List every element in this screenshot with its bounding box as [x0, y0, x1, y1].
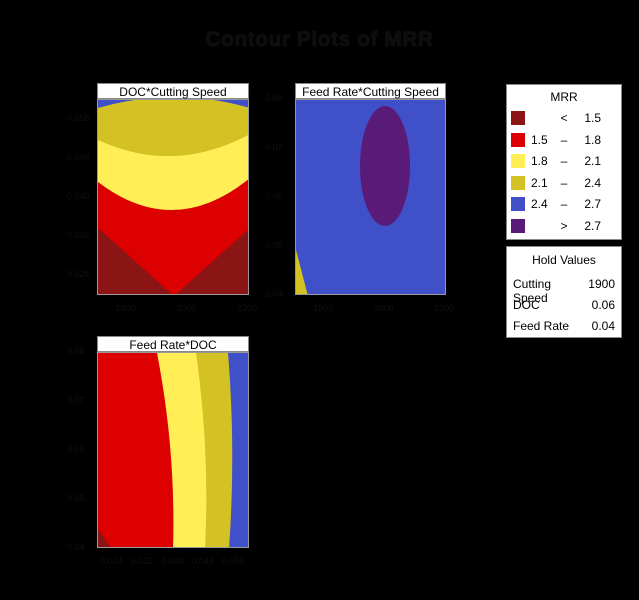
x-tick-label: 1800: [313, 303, 334, 313]
legend-entry: 2.4– 2.7: [511, 195, 601, 213]
x-tick-label: 0.056: [221, 556, 245, 566]
hold-value-row: DOC 0.06: [513, 298, 615, 312]
x-tick-label: 1800: [115, 303, 136, 313]
region-above-2.7: [360, 106, 410, 226]
legend-sign: –: [560, 132, 568, 147]
panel-title-feed-doc: Feed Rate*DOC: [97, 336, 249, 352]
contour-plot-feed-doc: [97, 352, 249, 548]
legend-high: 2.4: [584, 175, 601, 190]
legend-sign: <: [560, 111, 568, 125]
legend-swatch: [511, 132, 525, 147]
y-tick-label: 0.024: [67, 269, 90, 280]
y-tick-label: 0.08: [67, 346, 85, 356]
legend-low: 2.1: [531, 175, 548, 190]
legend-swatch: [511, 111, 525, 125]
legend-high: 1.5: [584, 111, 601, 125]
y-tick-label: 0.056: [67, 112, 90, 123]
x-tick-label: 2200: [237, 303, 258, 313]
y-tick-label: 0.032: [67, 230, 90, 241]
legend-high: 2.7: [584, 218, 601, 233]
hold-value-name: Feed Rate: [513, 319, 570, 333]
legend-entry: 1.5– 1.8: [511, 131, 601, 149]
legend-sign: –: [560, 197, 568, 211]
hold-value-row: Cutting Speed 1900: [513, 277, 615, 305]
x-tick-label: 2200: [434, 303, 455, 313]
legend-swatch: [511, 218, 525, 233]
region-below-1.5: [98, 228, 248, 294]
y-tick-label: 0.05: [67, 493, 85, 503]
y-tick-label: 0.07: [265, 142, 283, 152]
legend-entry: >2.7: [511, 217, 601, 235]
hold-value-number: 0.04: [591, 319, 615, 333]
x-tick-label: 0.040: [161, 556, 184, 566]
panel-title-feed-cutting-speed: Feed Rate*Cutting Speed: [295, 83, 446, 99]
hold-value-row: Feed Rate 0.04: [513, 319, 615, 333]
panel-title-doc-cutting-speed: DOC*Cutting Speed: [97, 83, 249, 99]
hold-value-number: 1900: [588, 277, 615, 291]
legend-low: 2.4: [531, 197, 548, 211]
y-tick-label: 0.040: [67, 191, 90, 201]
y-tick-label: 0.07: [67, 395, 85, 405]
y-tick-label: 0.05: [265, 240, 283, 250]
x-tick-label: 2000: [373, 303, 394, 313]
x-tick-label: 2000: [176, 303, 197, 313]
hold-value-number: 0.06: [591, 298, 615, 312]
legend-swatch: [511, 197, 525, 211]
chart-title: Contour Plots of MRR: [205, 28, 434, 51]
legend-entry: <1.5: [511, 109, 601, 127]
legend-low: 1.8: [531, 154, 548, 168]
legend-swatch: [511, 175, 525, 190]
contour-plot-doc-cutting-speed: [97, 99, 249, 295]
legend-high: 2.7: [584, 197, 601, 211]
region-1.5-1.8: [98, 353, 174, 547]
x-tick-label: 0.048: [191, 556, 214, 566]
hold-values-title: Hold Values: [532, 253, 596, 267]
legend: MRR <1.5 1.5–1.8 1.8–2.1 2.1–2.4 2.4–2.7 >2.7: [506, 84, 622, 240]
legend-swatch: [511, 154, 525, 168]
x-tick-label: 0.032: [130, 556, 154, 566]
y-tick-label: 0.08: [265, 93, 283, 103]
y-tick-label: 0.06: [265, 191, 283, 201]
hold-value-name: DOC: [513, 298, 540, 312]
x-tick-label: 0.024: [100, 556, 123, 566]
legend-sign: >: [560, 218, 568, 233]
hold-value-name: Cutting Speed: [513, 277, 552, 305]
legend-entry: 2.1– 2.4: [511, 174, 601, 192]
legend-sign: –: [560, 154, 568, 168]
legend-low: 1.5: [531, 132, 548, 147]
y-tick-label: 0.048: [67, 151, 90, 162]
y-tick-label: 0.04: [67, 542, 85, 552]
legend-high: 1.8: [584, 132, 601, 147]
contour-plot-feed-cutting-speed: [295, 99, 446, 295]
legend-entry: 1.8– 2.1: [511, 152, 601, 170]
legend-sign: –: [560, 175, 568, 190]
hold-values-box: Hold Values Cutting Speed 1900 DOC 0.06 Feed…: [506, 246, 622, 338]
y-tick-label: 0.04: [265, 289, 283, 299]
legend-title: MRR: [550, 90, 578, 104]
y-tick-label: 0.06: [67, 444, 85, 454]
legend-high: 2.1: [584, 154, 601, 168]
